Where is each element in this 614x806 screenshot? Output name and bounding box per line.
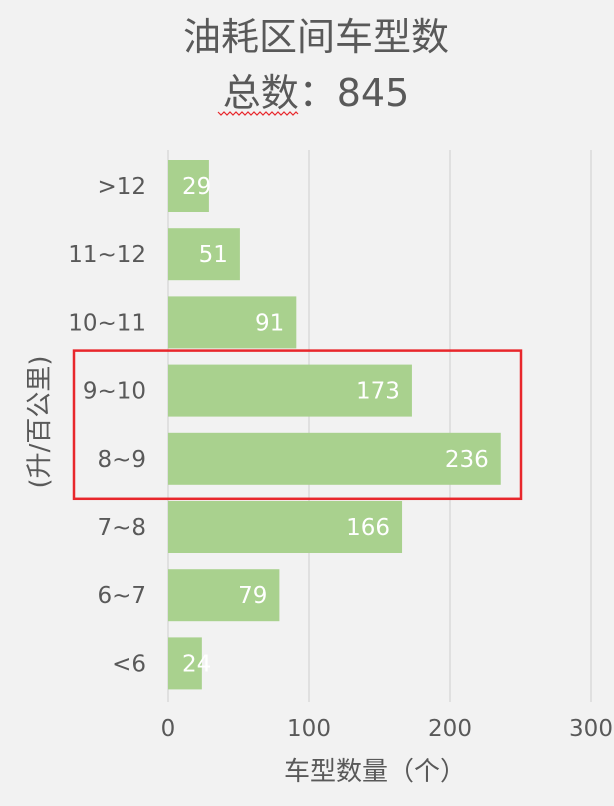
category-label: 11~12 — [68, 242, 146, 268]
subtitle-value: 845 — [337, 71, 410, 115]
bar — [168, 569, 280, 622]
bar — [168, 501, 403, 553]
bar — [168, 296, 297, 349]
chart-title: 油耗区间车型数 — [183, 15, 449, 59]
data-label: 236 — [445, 447, 489, 473]
category-labels: >12 11~12 10~11 9~10 8~9 7~8 6~7 <6 — [68, 174, 146, 677]
data-label: 79 — [238, 583, 267, 609]
bar — [168, 364, 412, 417]
bar — [168, 432, 501, 485]
x-tick-label: 300 — [569, 716, 613, 742]
category-label: >12 — [97, 174, 146, 200]
bars — [168, 160, 501, 690]
x-tick-label: 200 — [428, 716, 472, 742]
data-label: 29 — [182, 174, 211, 200]
x-axis-title: 车型数量（个） — [284, 757, 466, 787]
data-label: 166 — [346, 515, 390, 541]
bar — [168, 637, 202, 690]
bar — [168, 228, 240, 281]
x-tick-label: 100 — [287, 716, 331, 742]
data-labels: 29 51 91 173 236 166 79 24 — [182, 174, 489, 677]
category-label: <6 — [112, 651, 146, 677]
x-tick-label: 0 — [161, 716, 176, 742]
category-label: 9~10 — [83, 379, 146, 405]
data-label: 91 — [255, 310, 284, 336]
subtitle-label: 总数 — [223, 71, 299, 115]
chart-subtitle: 总数：845 — [223, 71, 410, 115]
highlight-box — [72, 349, 523, 501]
category-label: 7~8 — [97, 515, 146, 541]
category-label: 8~9 — [97, 447, 146, 473]
spellcheck-underline — [217, 111, 299, 116]
subtitle-separator: ： — [299, 71, 337, 115]
x-tick-labels: 0 100 200 300 — [161, 716, 613, 742]
data-label: 173 — [356, 379, 400, 405]
category-label: 6~7 — [97, 583, 146, 609]
y-axis-title: (升/百公里) — [25, 355, 55, 488]
data-label: 51 — [199, 242, 228, 268]
bar — [168, 160, 209, 212]
data-label: 24 — [182, 651, 211, 677]
category-label: 10~11 — [68, 310, 146, 336]
